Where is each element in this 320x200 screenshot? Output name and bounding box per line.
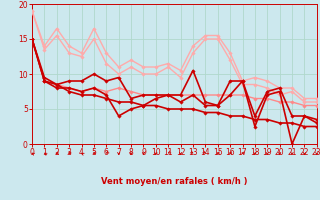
X-axis label: Vent moyen/en rafales ( km/h ): Vent moyen/en rafales ( km/h ) [101,177,248,186]
